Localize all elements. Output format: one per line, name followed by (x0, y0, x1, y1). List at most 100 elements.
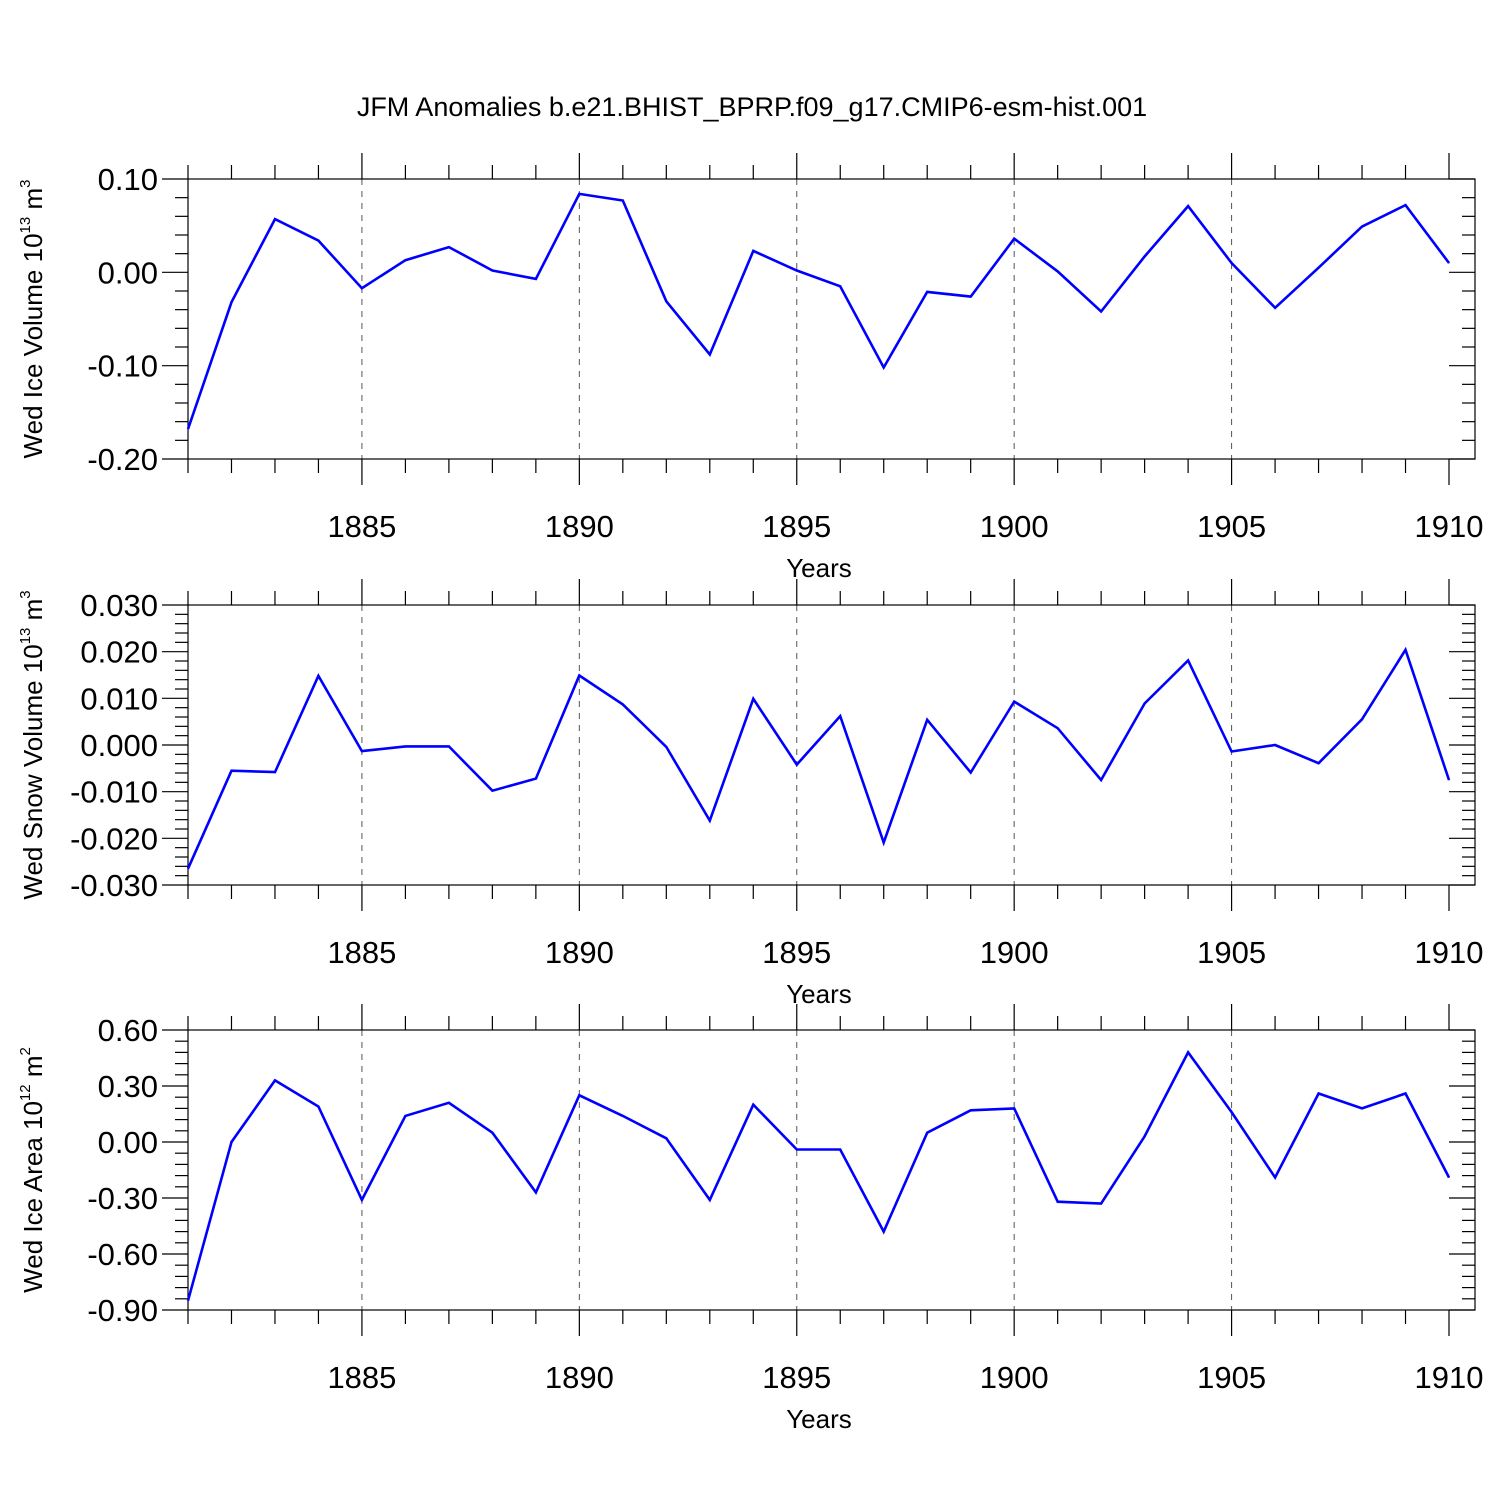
data-point (448, 246, 450, 248)
data-point (578, 674, 580, 676)
data-point (1318, 1092, 1320, 1094)
data-point (491, 790, 493, 792)
data-point (1274, 744, 1276, 746)
data-point (361, 1199, 363, 1201)
data-point (1361, 226, 1363, 228)
y-tick-label: 0.60 (98, 1013, 158, 1048)
y-tick-label: -0.90 (87, 1293, 158, 1328)
y-tick-label: -0.30 (87, 1181, 158, 1216)
data-point (796, 764, 798, 766)
data-point (883, 1231, 885, 1233)
data-point (317, 1106, 319, 1108)
x-axis-label: Years (786, 1404, 852, 1434)
x-axis-label: Years (786, 553, 852, 583)
data-point (1100, 1203, 1102, 1205)
x-axis-label: Years (786, 979, 852, 1009)
data-point (839, 285, 841, 287)
data-point (839, 1148, 841, 1150)
data-point (1361, 1107, 1363, 1109)
plot-frame (187, 178, 1476, 460)
x-tick-label: 1905 (1197, 935, 1266, 970)
data-point (752, 698, 754, 700)
data-point (187, 1300, 189, 1302)
y-axis-label: Wed Snow Volume 1013 m3 (17, 590, 48, 899)
x-tick-label: 1910 (1415, 509, 1484, 544)
y-tick-label: 0.000 (80, 728, 158, 763)
data-point (448, 745, 450, 747)
data-point (926, 1132, 928, 1134)
data-point (1274, 307, 1276, 309)
x-tick-label: 1890 (545, 935, 614, 970)
data-point (1231, 262, 1233, 264)
y-tick-label: -0.10 (87, 349, 158, 384)
data-point (839, 715, 841, 717)
y-tick-label: -0.010 (70, 775, 158, 810)
data-point (1100, 311, 1102, 313)
data-point (317, 675, 319, 677)
x-tick-label: 1910 (1415, 935, 1484, 970)
x-tick-label: 1885 (327, 1360, 396, 1395)
data-point (535, 1191, 537, 1193)
y-axis-label: Wed Ice Area 1012 m2 (17, 1047, 48, 1293)
data-point (1405, 649, 1407, 651)
data-point (1231, 1111, 1233, 1113)
y-tick-label: 0.30 (98, 1069, 158, 1104)
data-point (230, 1141, 232, 1143)
plot-frame (187, 604, 1476, 886)
x-tick-label: 1895 (762, 1360, 831, 1395)
series-line-ice-area (186, 1049, 1451, 1302)
data-point (1318, 762, 1320, 764)
x-tick-label: 1905 (1197, 1360, 1266, 1395)
panel-ice-area: -0.90 -0.60 -0.30 0.00 0.30 0.60 1885 1890 1895 1… (17, 1004, 1483, 1434)
series-line-snow-volume (186, 646, 1451, 870)
y-tick-label: 0.030 (80, 588, 158, 623)
data-point (1144, 1135, 1146, 1137)
data-point (491, 269, 493, 271)
y-tick-label: -0.20 (87, 442, 158, 477)
y-tick-label: 0.020 (80, 635, 158, 670)
data-point (1448, 779, 1450, 781)
data-point (622, 199, 624, 201)
data-point (665, 300, 667, 302)
data-point (230, 770, 232, 772)
x-tick-label: 1900 (980, 935, 1049, 970)
data-point (1144, 255, 1146, 257)
data-point (665, 1137, 667, 1139)
panel-snow-volume: -0.030 -0.020 -0.010 0.000 0.010 0.020 0.030 18… (17, 579, 1483, 1009)
data-point (187, 868, 189, 870)
panel-ice-volume: -0.20 -0.10 0.00 0.10 1885 1890 1895 1900 1905 19… (17, 153, 1483, 583)
panels: -0.20 -0.10 0.00 0.10 1885 1890 1895 1900 1905 19… (17, 153, 1483, 1434)
data-point (970, 772, 972, 774)
data-point (1448, 262, 1450, 264)
data-point (187, 428, 189, 430)
figure-title: JFM Anomalies b.e21.BHIST_BPRP.f09_g17.C… (357, 92, 1147, 122)
data-point (883, 842, 885, 844)
data-point (274, 771, 276, 773)
data-point (752, 250, 754, 252)
x-tick-label: 1910 (1415, 1360, 1484, 1395)
data-point (752, 1104, 754, 1106)
data-point (970, 296, 972, 298)
y-tick-label: 0.00 (98, 255, 158, 290)
data-point (796, 269, 798, 271)
data-point (230, 301, 232, 303)
data-point (1405, 1092, 1407, 1094)
x-tick-label: 1895 (762, 935, 831, 970)
data-point (709, 1199, 711, 1201)
data-point (1144, 702, 1146, 704)
y-tick-label: -0.030 (70, 868, 158, 903)
x-tick-label: 1890 (545, 509, 614, 544)
series-line-ice-volume (186, 192, 1451, 430)
data-point (404, 259, 406, 261)
data-point (491, 1132, 493, 1134)
y-tick-label: -0.60 (87, 1237, 158, 1272)
data-point (578, 193, 580, 195)
y-tick-label: -0.020 (70, 821, 158, 856)
data-point (274, 218, 276, 220)
data-point (404, 1115, 406, 1117)
data-point (709, 820, 711, 822)
x-tick-label: 1900 (980, 509, 1049, 544)
data-point (1057, 727, 1059, 729)
y-axis-label: Wed Ice Volume 1013 m3 (17, 180, 48, 459)
